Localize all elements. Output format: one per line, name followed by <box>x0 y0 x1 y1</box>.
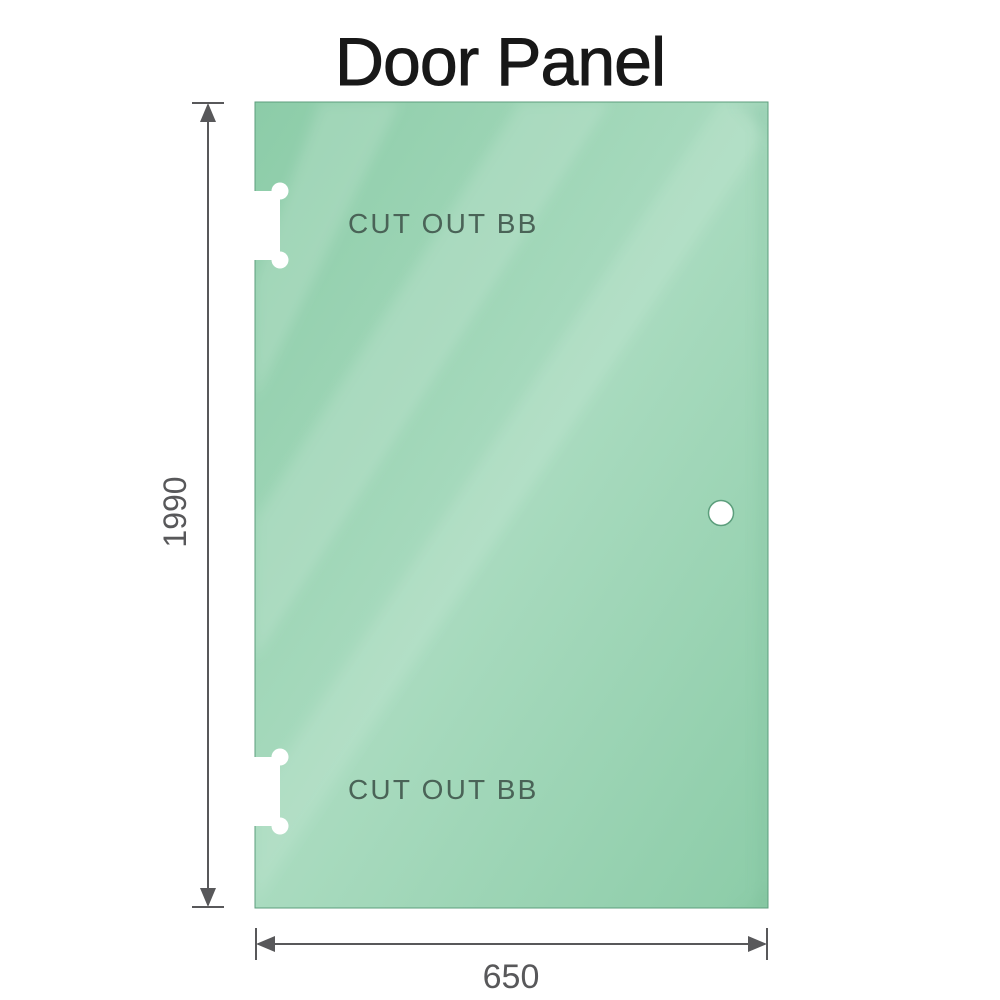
svg-text:650: 650 <box>483 958 540 996</box>
svg-text:1990: 1990 <box>157 476 193 547</box>
svg-text:CUT OUT BB: CUT OUT BB <box>348 774 539 805</box>
svg-text:CUT OUT BB: CUT OUT BB <box>348 208 539 239</box>
